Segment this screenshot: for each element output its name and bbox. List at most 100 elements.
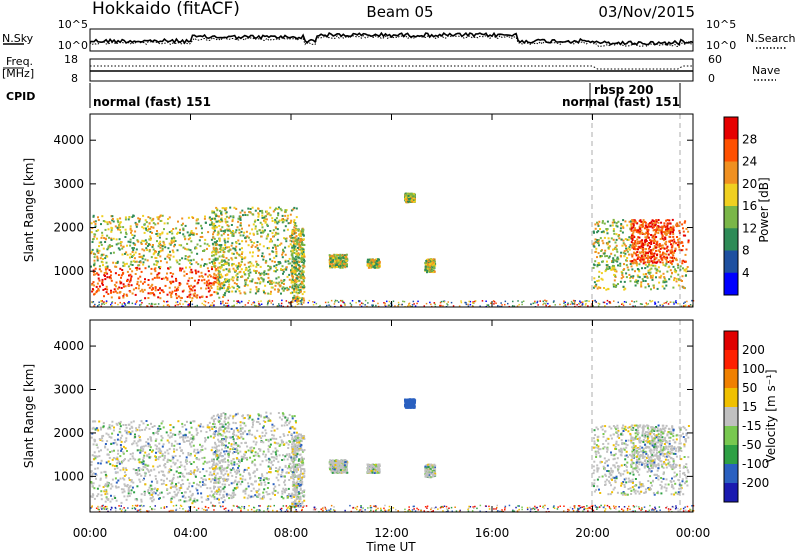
data-point — [235, 265, 237, 267]
data-point — [242, 214, 244, 216]
data-point — [241, 253, 243, 255]
data-point — [106, 289, 108, 291]
data-point — [669, 236, 671, 238]
data-point — [295, 258, 297, 260]
data-point — [292, 233, 294, 235]
data-point — [672, 233, 674, 235]
data-point — [221, 276, 223, 278]
data-point — [178, 296, 180, 298]
data-point — [201, 501, 203, 503]
data-point — [93, 221, 95, 223]
data-point — [670, 243, 672, 245]
data-point — [388, 305, 390, 307]
data-point — [267, 213, 269, 215]
data-point — [136, 442, 138, 444]
data-point — [161, 422, 163, 424]
data-point — [102, 279, 104, 281]
data-point — [92, 421, 94, 423]
data-point — [219, 221, 221, 223]
data-point — [120, 446, 122, 448]
data-point — [209, 422, 211, 424]
data-point — [451, 302, 453, 304]
data-point — [130, 228, 132, 230]
nave-tick-bottom: 0 — [708, 72, 715, 85]
data-point — [664, 303, 666, 305]
data-point — [648, 285, 650, 287]
data-point — [119, 455, 121, 457]
data-point — [630, 263, 632, 265]
data-point — [299, 241, 301, 243]
data-point — [223, 269, 225, 271]
data-point — [429, 265, 431, 267]
data-point — [597, 223, 599, 225]
data-point — [156, 480, 158, 482]
data-point — [136, 485, 138, 487]
data-point — [265, 222, 267, 224]
data-point — [218, 445, 220, 447]
data-point — [446, 303, 448, 305]
data-point — [144, 259, 146, 261]
data-point — [181, 423, 183, 425]
data-point — [128, 487, 130, 489]
data-point — [158, 451, 160, 453]
data-point — [157, 466, 159, 468]
data-point — [267, 234, 269, 236]
data-point — [228, 300, 230, 302]
data-point — [270, 238, 272, 240]
data-point — [248, 300, 250, 302]
data-point — [144, 472, 146, 474]
data-point — [101, 498, 103, 500]
data-point — [618, 302, 620, 304]
data-point — [224, 244, 226, 246]
data-point — [101, 437, 103, 439]
data-point — [179, 267, 181, 269]
data-point — [196, 222, 198, 224]
data-point — [193, 461, 195, 463]
data-point — [621, 274, 623, 276]
data-point — [660, 248, 662, 250]
data-point — [237, 240, 239, 242]
data-point — [104, 446, 106, 448]
data-point — [273, 210, 275, 212]
data-point — [241, 256, 243, 258]
data-point — [94, 256, 96, 258]
data-point — [277, 288, 279, 290]
data-point — [658, 282, 660, 284]
data-point — [159, 297, 161, 299]
data-point — [130, 261, 132, 263]
data-point — [225, 305, 227, 307]
data-point — [97, 229, 99, 231]
data-point — [285, 261, 287, 263]
data-point — [301, 242, 303, 244]
data-point — [298, 280, 300, 282]
data-point — [208, 302, 210, 304]
data-point — [598, 244, 600, 246]
data-point — [123, 495, 125, 497]
data-point — [104, 493, 106, 495]
data-point — [634, 227, 636, 229]
data-point — [240, 264, 242, 266]
data-point — [164, 258, 166, 260]
data-point — [140, 475, 142, 477]
data-point — [300, 257, 302, 259]
data-point — [312, 301, 314, 303]
data-point — [344, 266, 346, 268]
data-point — [144, 429, 146, 431]
data-point — [134, 257, 136, 259]
data-point — [293, 266, 295, 268]
data-point — [622, 219, 624, 221]
data-point — [92, 241, 94, 243]
data-point — [102, 435, 104, 437]
data-point — [136, 283, 138, 285]
data-point — [275, 267, 277, 269]
data-point — [598, 303, 600, 305]
data-point — [180, 465, 182, 467]
data-point — [284, 215, 286, 217]
nave-label: Nave — [752, 64, 780, 77]
data-point — [246, 236, 248, 238]
data-point — [687, 241, 689, 243]
data-point — [145, 228, 147, 230]
data-point — [202, 481, 204, 483]
data-point — [292, 270, 294, 272]
